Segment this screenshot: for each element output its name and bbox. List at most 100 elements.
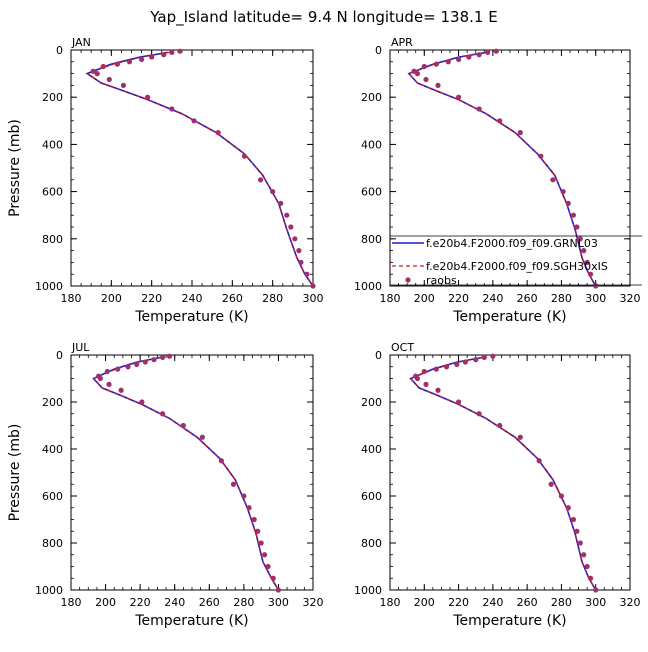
x-tick-label: 260 — [517, 596, 538, 609]
raobs-point — [497, 422, 503, 429]
raobs-point — [134, 361, 140, 367]
raobs-point — [481, 354, 487, 360]
y-tick-label: 600 — [361, 490, 382, 503]
raobs-point — [587, 575, 594, 581]
raobs-point — [548, 481, 554, 487]
panel-label: JAN — [71, 36, 91, 49]
raobs-point — [304, 271, 310, 277]
raobs-point — [160, 411, 166, 417]
raobs-point — [485, 49, 491, 55]
raobs-point — [149, 54, 155, 60]
raobs-point — [517, 130, 523, 136]
raobs-point — [251, 516, 257, 523]
y-tick-label: 0 — [375, 349, 382, 362]
raobs-point — [421, 368, 427, 375]
raobs-point — [298, 259, 304, 265]
x-tick-label: 280 — [233, 596, 254, 609]
y-tick-label: 400 — [361, 138, 382, 151]
raobs-point — [435, 387, 441, 393]
raobs-point — [581, 248, 587, 254]
raobs-point — [169, 49, 175, 55]
y-tick-label: 800 — [42, 537, 63, 550]
raobs-point — [433, 61, 439, 67]
raobs-point — [581, 552, 587, 558]
raobs-point — [455, 399, 462, 405]
raobs-point — [125, 364, 131, 370]
y-tick-label: 600 — [42, 490, 63, 503]
raobs-point — [104, 368, 110, 375]
x-tick-label: 220 — [130, 596, 151, 609]
raobs-point — [115, 366, 121, 372]
raobs-point — [270, 575, 276, 581]
raobs-point — [570, 516, 577, 523]
raobs-point — [166, 353, 173, 359]
model-line-sgh30xis — [409, 356, 597, 591]
raobs-point — [414, 375, 421, 382]
x-tick-label: 320 — [620, 292, 641, 305]
raobs-point — [454, 361, 460, 367]
raobs-point — [199, 434, 205, 440]
x-tick-label: 240 — [482, 596, 503, 609]
x-axis-label: Temperature (K) — [134, 309, 248, 325]
y-tick-label: 800 — [361, 537, 382, 550]
raobs-point — [138, 56, 145, 63]
y-tick-label: 400 — [42, 443, 63, 456]
raobs-point — [100, 63, 106, 70]
x-tick-label: 200 — [95, 596, 116, 609]
legend-label: f.e20b4.F2000.f09_f09.SGH30xIS — [426, 260, 608, 273]
raobs-point — [574, 528, 580, 534]
raobs-point — [560, 189, 566, 195]
raobs-point — [118, 387, 124, 393]
x-tick-label: 200 — [414, 292, 435, 305]
model-line-sgh30xis — [85, 51, 314, 287]
raobs-point — [278, 200, 284, 206]
raobs-point — [126, 59, 133, 65]
y-tick-label: 400 — [361, 443, 382, 456]
x-tick-label: 280 — [551, 292, 572, 305]
raobs-point — [497, 118, 503, 124]
y-axis-label: Pressure (mb) — [7, 424, 23, 522]
x-tick-label: 180 — [61, 292, 82, 305]
x-axis-label: Temperature (K) — [134, 613, 248, 629]
x-tick-label: 260 — [517, 292, 538, 305]
raobs-point — [97, 375, 103, 382]
x-tick-label: 200 — [414, 596, 435, 609]
raobs-point — [218, 458, 224, 464]
x-tick-label: 180 — [61, 596, 82, 609]
y-tick-label: 200 — [361, 396, 382, 409]
raobs-point — [577, 236, 583, 242]
raobs-point — [490, 353, 496, 359]
panel-label: OCT — [391, 341, 414, 354]
x-tick-label: 240 — [182, 292, 203, 305]
panel-label: JUL — [71, 341, 90, 354]
y-tick-label: 600 — [42, 186, 63, 199]
raobs-point — [476, 52, 482, 58]
raobs-point — [517, 434, 523, 440]
raobs-point — [584, 259, 590, 265]
y-tick-label: 600 — [361, 186, 382, 199]
legend-label: f.e20b4.F2000.f09_f09.GRNL03 — [426, 237, 598, 250]
y-tick-label: 0 — [56, 44, 63, 57]
raobs-point — [120, 82, 127, 88]
panel-label: APR — [391, 36, 413, 49]
raobs-point — [145, 94, 151, 100]
raobs-point — [142, 359, 148, 365]
legend-raobs-marker — [405, 277, 411, 283]
raobs-point — [445, 59, 451, 65]
raobs-point — [462, 359, 469, 365]
x-tick-label: 320 — [620, 596, 641, 609]
x-tick-label: 260 — [199, 596, 220, 609]
raobs-point — [296, 248, 302, 254]
y-tick-label: 400 — [42, 138, 63, 151]
raobs-point — [493, 48, 499, 54]
raobs-point — [435, 82, 441, 88]
x-tick-label: 220 — [448, 596, 469, 609]
y-tick-label: 1000 — [354, 280, 382, 293]
y-tick-label: 0 — [375, 44, 382, 57]
raobs-point — [180, 422, 186, 429]
y-tick-label: 200 — [42, 91, 63, 104]
y-tick-label: 1000 — [354, 584, 382, 597]
raobs-point — [177, 48, 183, 54]
y-tick-label: 1000 — [35, 584, 63, 597]
